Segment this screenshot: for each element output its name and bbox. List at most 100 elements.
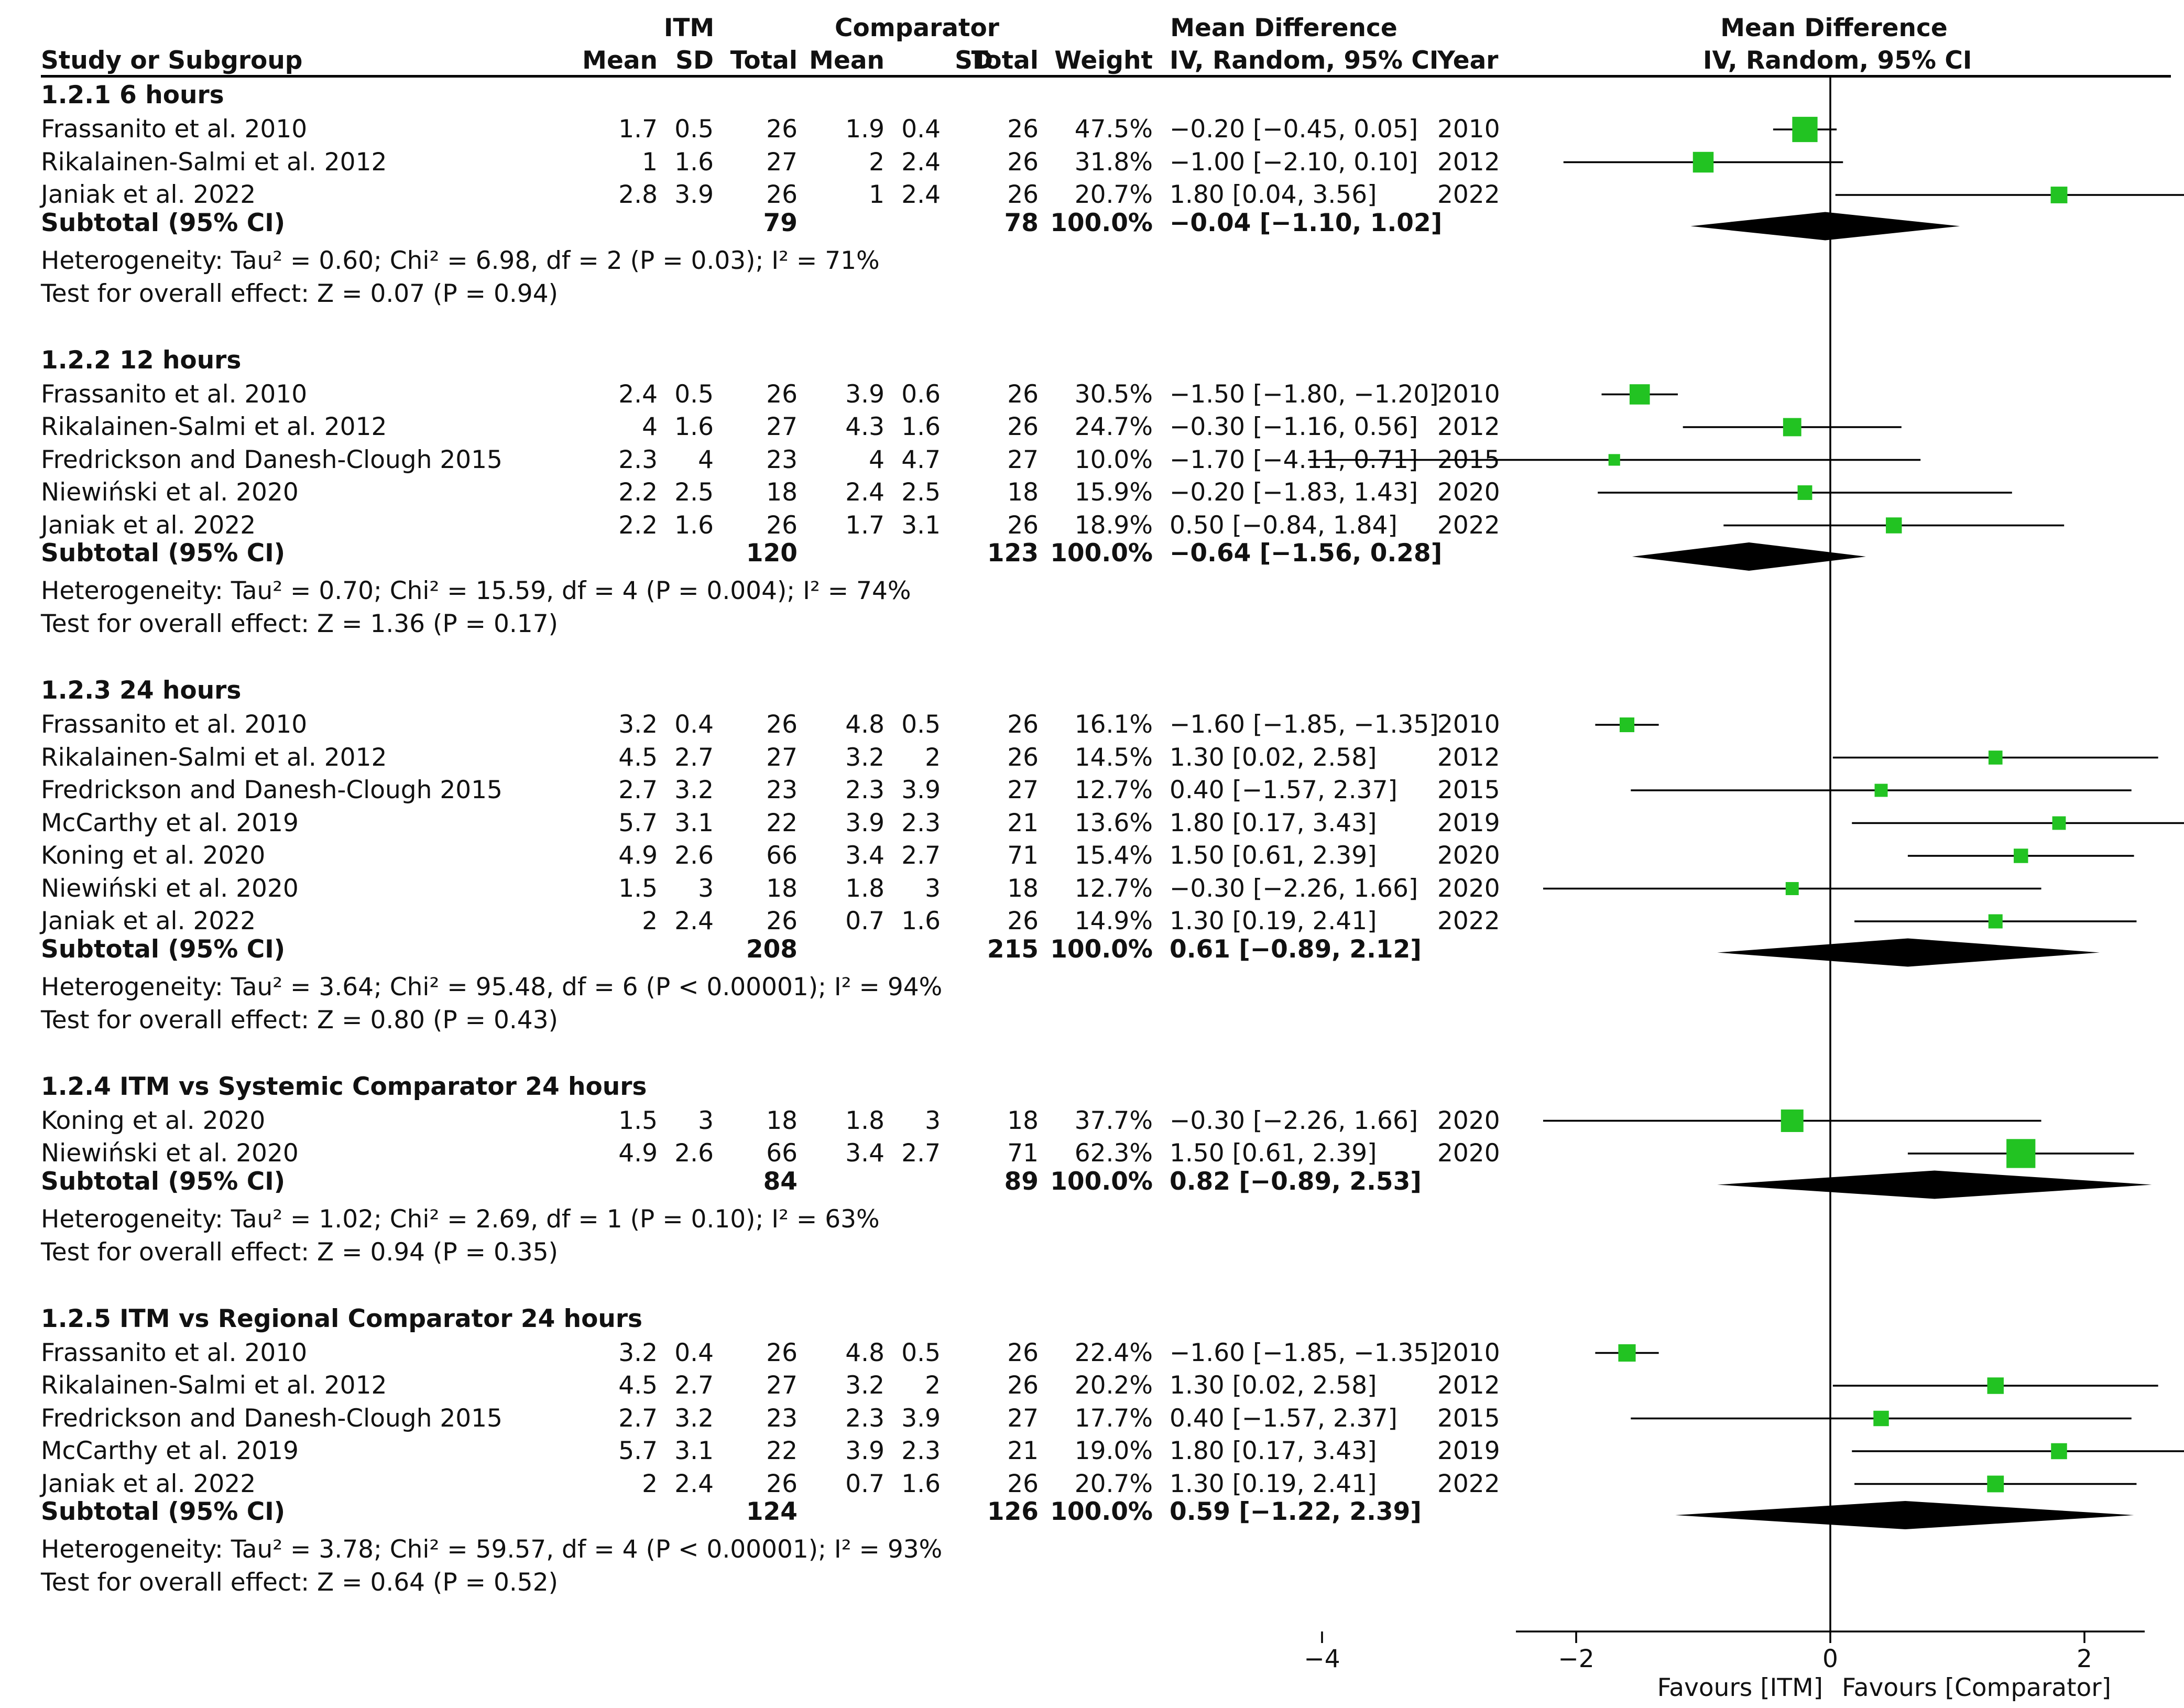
study-n2: 26 <box>1007 710 1039 739</box>
study-m2: 1.8 <box>845 1106 884 1135</box>
comp-total-header: Total <box>971 46 1039 75</box>
study-n2: 26 <box>1007 510 1039 540</box>
study-year: 2012 <box>1437 147 1500 177</box>
study-sd1: 0.4 <box>674 710 714 739</box>
study-weight: 62.3% <box>1074 1139 1153 1168</box>
study-name: Janiak et al. 2022 <box>41 1469 256 1498</box>
study-year: 2022 <box>1437 907 1500 935</box>
study-name: Niewiński et al. 2020 <box>41 1139 299 1168</box>
effect-square <box>1608 454 1620 466</box>
study-sd2: 2.7 <box>901 1139 941 1168</box>
study-name: Fredrickson and Danesh-Clough 2015 <box>41 445 503 474</box>
study-n2: 26 <box>1007 180 1039 209</box>
overall-effect-text: Test for overall effect: Z = 0.64 (P = 0… <box>41 1568 558 1597</box>
study-year: 2022 <box>1437 510 1500 540</box>
study-n1: 18 <box>766 874 798 903</box>
study-weight: 22.4% <box>1074 1338 1153 1367</box>
study-name: Frassanito et al. 2010 <box>41 115 308 144</box>
effect-square <box>1797 485 1812 500</box>
subgroup-title: 1.2.1 6 hours <box>41 81 224 110</box>
study-m2: 4.3 <box>845 412 884 441</box>
study-ci: 1.50 [0.61, 2.39] <box>1170 841 1377 870</box>
study-year: 2012 <box>1437 412 1500 441</box>
study-n2: 26 <box>1007 907 1039 935</box>
study-m2: 0.7 <box>845 907 884 935</box>
study-m2: 3.9 <box>845 1437 884 1465</box>
subtotal-ci: 0.82 [−0.89, 2.53] <box>1170 1167 1422 1196</box>
study-n1: 23 <box>766 776 798 804</box>
md-sub-header: IV, Random, 95% CI <box>1170 46 1439 75</box>
heterogeneity-text: Heterogeneity: Tau² = 3.64; Chi² = 95.48… <box>41 972 943 1002</box>
x-tick-label: −4 <box>1304 1645 1340 1673</box>
study-sd1: 0.4 <box>674 1338 714 1367</box>
study-header: Study or Subgroup <box>41 46 303 75</box>
study-m1: 4.5 <box>618 743 658 772</box>
study-n2: 26 <box>1007 147 1039 177</box>
study-m2: 1.9 <box>845 115 884 144</box>
study-year: 2020 <box>1437 874 1500 903</box>
study-m1: 1.5 <box>618 874 658 903</box>
effect-square <box>2014 848 2028 863</box>
study-name: Rikalainen-Salmi et al. 2012 <box>41 1371 387 1400</box>
overall-effect-text: Test for overall effect: Z = 0.07 (P = 0… <box>41 279 558 308</box>
study-weight: 20.7% <box>1074 1469 1153 1498</box>
study-n2: 26 <box>1007 743 1039 772</box>
study-year: 2022 <box>1437 1469 1500 1498</box>
study-n1: 26 <box>766 1338 798 1367</box>
subtotal-n2: 123 <box>987 539 1039 568</box>
subtotal-n1: 120 <box>746 539 798 568</box>
subtotal-diamond <box>1690 212 1960 241</box>
study-n1: 18 <box>766 478 798 507</box>
study-weight: 14.9% <box>1074 907 1153 935</box>
study-n1: 27 <box>766 147 798 177</box>
subgroup-title: 1.2.5 ITM vs Regional Comparator 24 hour… <box>41 1304 643 1333</box>
subtotal-label: Subtotal (95% CI) <box>41 539 286 568</box>
itm-group-header: ITM <box>663 14 715 42</box>
subtotal-n2: 78 <box>1004 208 1039 237</box>
study-n2: 27 <box>1007 445 1039 474</box>
subtotal-weight: 100.0% <box>1050 539 1153 568</box>
study-ci: −0.20 [−1.83, 1.43] <box>1170 478 1418 507</box>
study-n1: 26 <box>766 115 798 144</box>
study-weight: 19.0% <box>1074 1437 1153 1465</box>
study-m2: 3.4 <box>845 1139 884 1168</box>
subtotal-label: Subtotal (95% CI) <box>41 934 286 964</box>
study-n2: 18 <box>1007 1106 1039 1135</box>
study-m1: 2.7 <box>618 776 658 804</box>
study-m2: 2.3 <box>845 1404 884 1433</box>
study-sd2: 0.5 <box>901 710 941 739</box>
study-m2: 3.4 <box>845 841 884 870</box>
study-sd2: 2 <box>925 1371 941 1400</box>
subtotal-label: Subtotal (95% CI) <box>41 1497 286 1526</box>
study-m2: 1 <box>869 180 884 209</box>
study-sd1: 2.4 <box>674 907 714 935</box>
study-sd2: 3.9 <box>901 776 941 804</box>
x-tick-label: −2 <box>1558 1645 1594 1673</box>
subtotal-n2: 215 <box>987 934 1039 964</box>
effect-square <box>2006 1139 2036 1168</box>
study-sd2: 0.6 <box>901 379 941 409</box>
study-n1: 26 <box>766 710 798 739</box>
study-n2: 27 <box>1007 1404 1039 1433</box>
favours-right-label: Favours [Comparator] <box>1842 1673 2111 1702</box>
study-n2: 18 <box>1007 874 1039 903</box>
study-year: 2010 <box>1437 710 1500 739</box>
study-name: Rikalainen-Salmi et al. 2012 <box>41 743 387 772</box>
study-ci: −1.00 [−2.10, 0.10] <box>1170 147 1418 177</box>
study-m1: 2 <box>642 907 658 935</box>
effect-square <box>1987 1377 2004 1394</box>
study-sd2: 2 <box>925 743 941 772</box>
study-m1: 2.8 <box>618 180 658 209</box>
study-m2: 4.8 <box>845 1338 884 1367</box>
subgroup-title: 1.2.2 12 hours <box>41 345 242 375</box>
study-ci: −0.30 [−2.26, 1.66] <box>1170 874 1418 903</box>
study-sd2: 3 <box>925 874 941 903</box>
study-sd2: 2.5 <box>901 478 941 507</box>
study-n2: 26 <box>1007 1469 1039 1498</box>
x-tick-label: 0 <box>1822 1645 1838 1673</box>
study-m1: 2.7 <box>618 1404 658 1433</box>
subtotal-n1: 208 <box>746 934 798 964</box>
study-m2: 1.8 <box>845 874 884 903</box>
study-n2: 26 <box>1007 412 1039 441</box>
